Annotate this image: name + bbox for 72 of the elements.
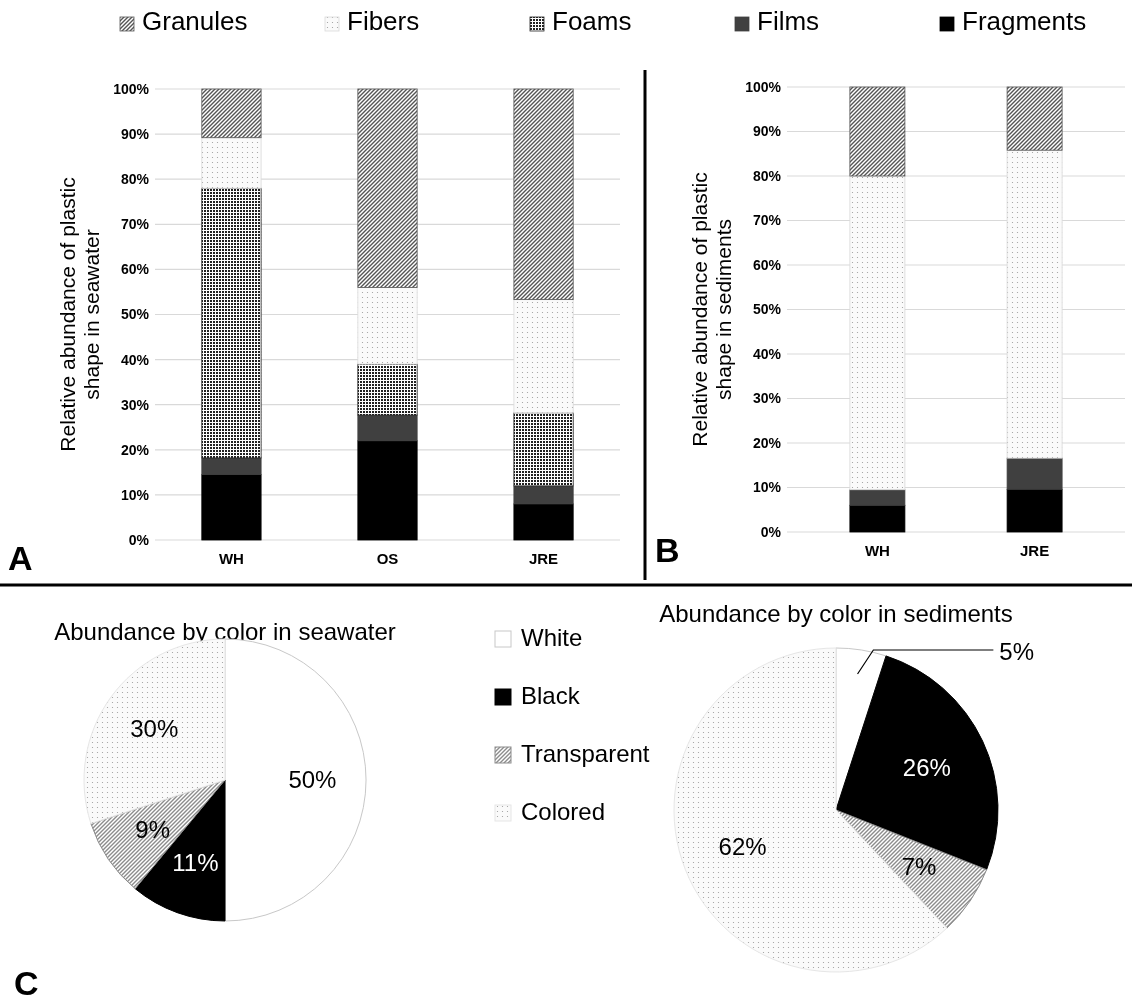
y-tick-label: 60% <box>752 256 782 273</box>
x-tick-label: WH <box>218 550 244 567</box>
bar <box>1006 457 1063 490</box>
bar <box>201 88 262 139</box>
bar <box>1006 86 1063 151</box>
bar <box>357 440 418 541</box>
pie-slice <box>835 809 988 929</box>
bar <box>849 86 906 177</box>
y-axis-title: Relative abundance of plastic shape in sediments <box>688 172 735 447</box>
y-tick-label: 30% <box>120 396 150 413</box>
pie-slice <box>224 638 367 922</box>
bar <box>513 88 574 301</box>
legend-label: Black <box>521 682 581 709</box>
x-tick-label: JRE <box>528 550 559 567</box>
data-label: 50% <box>288 766 337 794</box>
data-label: 5% <box>999 638 1035 665</box>
y-tick-label: 70% <box>752 212 782 229</box>
y-tick-label: 0% <box>760 523 782 540</box>
x-tick-label: OS <box>376 550 399 567</box>
y-tick-label: 90% <box>120 126 150 142</box>
bar <box>513 503 574 541</box>
y-tick-label: 30% <box>752 390 782 407</box>
bar <box>201 474 262 541</box>
y-tick-label: 10% <box>752 479 782 496</box>
text: B <box>655 531 680 569</box>
chart-title: Abundance by color in sediments <box>659 600 1013 627</box>
bar <box>849 504 906 533</box>
bar <box>849 489 906 506</box>
bar <box>357 363 418 416</box>
y-tick-label: 60% <box>120 261 150 278</box>
data-label: 9% <box>135 815 171 843</box>
y-tick-label: 40% <box>120 351 150 368</box>
y-tick-label: 20% <box>752 434 782 451</box>
x-tick-label: JRE <box>1020 542 1050 559</box>
legend-label: Films <box>757 6 820 36</box>
bar <box>201 457 262 476</box>
y-tick-label: 70% <box>120 216 150 233</box>
data-label: 11% <box>172 848 219 876</box>
y-tick-label: 50% <box>752 301 782 318</box>
y-tick-label: 80% <box>752 167 782 184</box>
legend-label: Fragments <box>962 6 1087 36</box>
legend-label: Granules <box>142 6 248 36</box>
data-label: 62% <box>718 833 767 861</box>
y-tick-label: 100% <box>745 78 782 95</box>
text: A <box>8 539 33 577</box>
y-axis-title: Relative abundance of plastic shape in seawater <box>56 177 103 452</box>
bar <box>513 485 574 505</box>
bar <box>513 412 574 487</box>
legend-label: Transparent <box>521 740 650 767</box>
bar <box>357 88 418 288</box>
pie-slice <box>90 779 226 890</box>
y-tick-label: 10% <box>120 486 150 503</box>
text: C <box>14 964 39 1001</box>
data-label: 26% <box>902 753 951 781</box>
y-tick-label: 90% <box>752 123 782 140</box>
pie-slice <box>673 647 948 973</box>
y-tick-label: 80% <box>120 171 150 188</box>
bar <box>201 187 262 459</box>
x-tick-label: WH <box>864 542 890 559</box>
y-tick-label: 40% <box>752 345 782 362</box>
legend-label: Colored <box>521 798 606 825</box>
legend-label: Foams <box>552 6 632 36</box>
y-tick-label: 20% <box>120 441 150 458</box>
legend-label: Fibers <box>347 6 420 36</box>
pie-slice <box>134 779 226 922</box>
y-tick-label: 0% <box>128 531 150 548</box>
y-tick-label: 50% <box>120 306 150 323</box>
data-label: 7% <box>901 852 937 880</box>
bar <box>357 414 418 442</box>
legend-label: White <box>521 624 583 651</box>
y-tick-label: 100% <box>113 80 150 97</box>
bar <box>1006 488 1063 533</box>
